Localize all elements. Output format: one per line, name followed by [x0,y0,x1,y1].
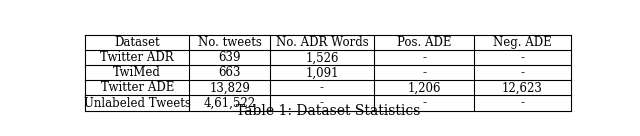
Text: TwiMed: TwiMed [113,66,161,79]
Text: -: - [422,51,426,64]
Text: -: - [422,66,426,79]
Text: Unlabeled Tweets: Unlabeled Tweets [84,97,191,109]
Text: Table 1: Dataset Statistics: Table 1: Dataset Statistics [236,104,420,118]
Text: 1,526: 1,526 [305,51,339,64]
Text: Twitter ADR: Twitter ADR [100,51,174,64]
Text: No. ADR Words: No. ADR Words [276,36,368,49]
Text: 12,623: 12,623 [502,81,543,94]
Text: -: - [520,97,524,109]
Text: -: - [520,66,524,79]
Text: -: - [320,97,324,109]
Text: Neg. ADE: Neg. ADE [493,36,552,49]
Text: Dataset: Dataset [115,36,160,49]
Text: -: - [520,51,524,64]
Text: 1,091: 1,091 [305,66,339,79]
Text: 639: 639 [218,51,241,64]
Text: 1,206: 1,206 [407,81,441,94]
Text: No. tweets: No. tweets [198,36,262,49]
Text: Twitter ADE: Twitter ADE [100,81,174,94]
Text: -: - [320,81,324,94]
Text: 4,61,522: 4,61,522 [204,97,255,109]
Text: Pos. ADE: Pos. ADE [397,36,451,49]
Text: 13,829: 13,829 [209,81,250,94]
Text: -: - [422,97,426,109]
Text: 663: 663 [218,66,241,79]
